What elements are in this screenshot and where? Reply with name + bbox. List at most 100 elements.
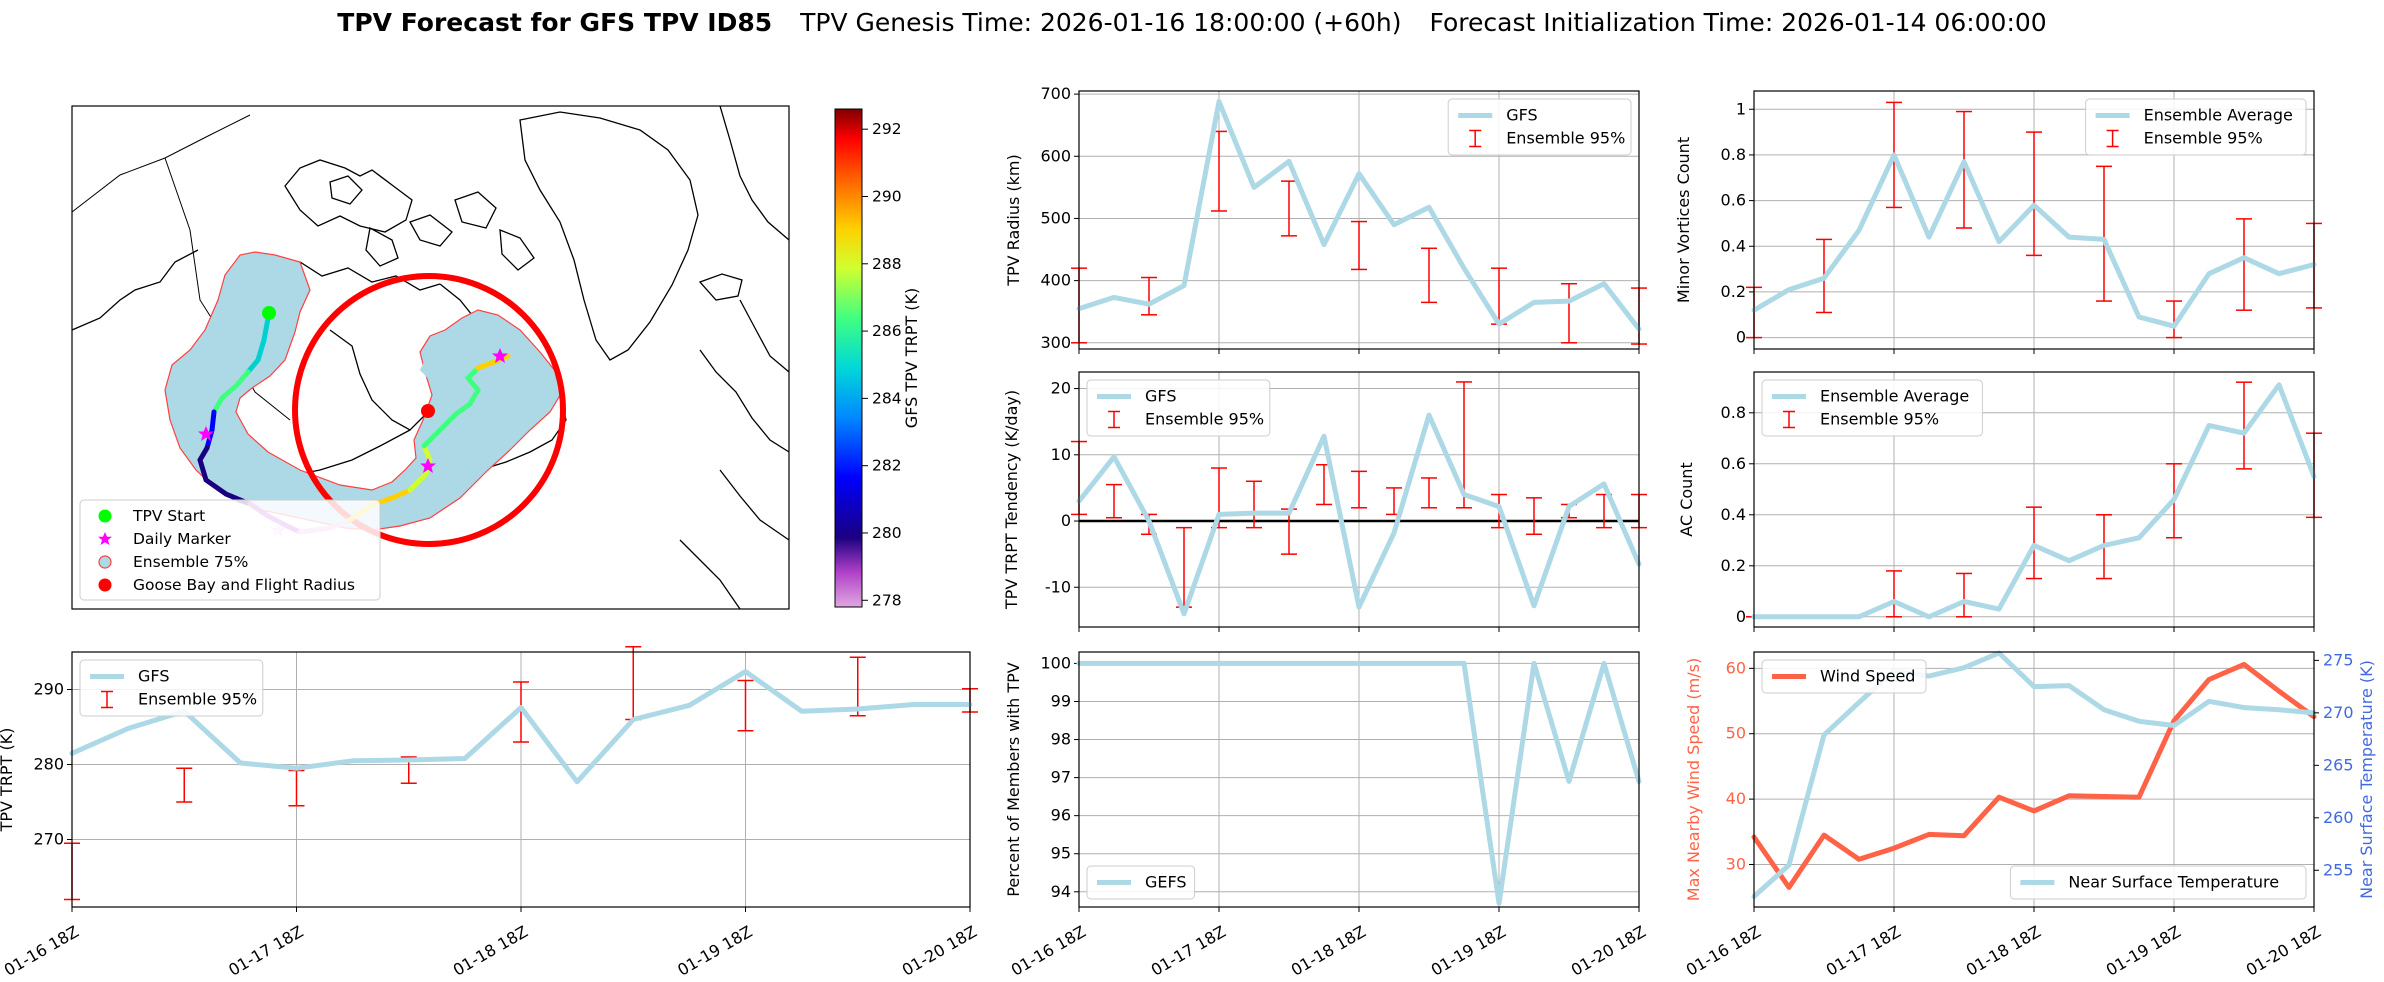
legend: Wind Speed [1761, 659, 1927, 694]
legend-label: Near Surface Temperature [2068, 873, 2279, 892]
x-tick-label: 01-19 18Z [1428, 922, 1509, 980]
colorbar-tick-label: 280 [872, 524, 902, 542]
goose-bay-marker [421, 404, 435, 418]
coast-alaska [72, 249, 199, 331]
legend-frame [1761, 659, 1927, 694]
colorbar-tick-label: 278 [872, 591, 902, 609]
y-tick-label: 95 [1051, 844, 1071, 863]
y-tick-label: 100 [1040, 653, 1071, 672]
y-tick-label: 600 [1040, 146, 1071, 165]
coast-greenland [519, 111, 699, 361]
ensemble-75-region-east [420, 326, 532, 430]
y-tick-label: 270 [33, 830, 64, 849]
series-line-ensemble-average [1751, 382, 2317, 620]
legend-frame [2085, 98, 2307, 156]
map-panel: TPV Start Daily Marker Ensemble 75% Goos… [71, 105, 790, 610]
legend-frame [2009, 865, 2307, 900]
legend-tpv-start: TPV Start [132, 507, 205, 525]
y-tick-label: 97 [1051, 768, 1071, 787]
coast-norway [739, 299, 789, 373]
legend-label: Ensemble Average [1820, 387, 1969, 406]
panel-radius: 300 400 500 600 700 TPV Radius (km) GFS Ensembl… [1004, 84, 1647, 354]
y-axis-label-right: Near Surface Temperature (K) [2357, 660, 2376, 899]
y-tick-label: 500 [1040, 208, 1071, 227]
legend-frame [1086, 865, 1196, 900]
y-tick-label: 0.2 [1721, 282, 1746, 301]
colorbar-tick-label: 288 [872, 255, 902, 273]
legend-frame [1086, 379, 1271, 437]
y-tick-label: 94 [1051, 882, 1071, 901]
x-tick-label: 01-20 18Z [1568, 922, 1649, 980]
legend: GFS Ensemble 95% [1086, 379, 1271, 437]
panel-trpt: 270 280 290 01-16 18Z 01-17 18Z 01-18 18Z 01-1… [0, 646, 980, 980]
x-tick-label: 01-18 18Z [1963, 922, 2044, 980]
series-line-ensemble-average [1751, 152, 2317, 329]
colorbar-gradient [834, 108, 863, 608]
y-tick-label: 0.8 [1721, 403, 1746, 422]
legend-label: Wind Speed [1820, 667, 1915, 686]
coast-archipelago-4 [409, 214, 453, 247]
y-tick-label: 98 [1051, 730, 1071, 749]
colorbar-tick-label: 282 [872, 457, 902, 475]
series-line-near-surface-temperature [1751, 650, 2317, 899]
panel-tendency: -10 0 10 20 TPV TRPT Tendency (K/day) GFS Ense… [1002, 371, 1647, 632]
x-tick-label: 01-18 18Z [1288, 922, 1369, 980]
map-legend: TPV Start Daily Marker Ensemble 75% Goos… [79, 499, 381, 601]
legend-label: GFS [138, 667, 169, 686]
coast-iberia [679, 539, 741, 609]
y-right-tick-label: 270 [2323, 703, 2354, 722]
legend: Ensemble Average Ensemble 95% [2085, 98, 2307, 156]
colorbar-label: GFS TPV TRPT (K) [902, 288, 921, 428]
legend: GFS Ensemble 95% [1447, 98, 1632, 156]
track-seg-3 [204, 409, 217, 451]
y-axis-label: Minor Vortices Count [1674, 137, 1693, 303]
goose-bay-flight-radius [292, 273, 566, 547]
y-tick-label: 400 [1040, 271, 1071, 290]
legend-tpv-start-icon [98, 509, 112, 523]
y-tick-label: 0.6 [1721, 454, 1746, 473]
map-frame [71, 105, 790, 610]
legend-frame [1761, 379, 1983, 437]
legend-frame [1447, 98, 1632, 156]
y-tick-label: 30 [1726, 855, 1746, 874]
y-right-tick-label: 260 [2323, 808, 2354, 827]
legend-label: GEFS [1145, 873, 1187, 892]
y-tick-label: 290 [33, 680, 64, 699]
legend-label: GFS [1145, 387, 1176, 406]
series-line-gfs [69, 669, 973, 785]
track-seg-9 [421, 401, 473, 449]
x-tick-label: 01-19 18Z [674, 922, 755, 980]
legend-label: Ensemble 95% [1506, 129, 1625, 148]
y-tick-label: 0.4 [1721, 505, 1746, 524]
title-init: Forecast Initialization Time: 2026-01-14… [1430, 8, 2047, 37]
y-tick-label: 20 [1051, 379, 1071, 398]
legend-goose-bay: Goose Bay and Flight Radius [133, 576, 355, 594]
panel-percent: 94 95 96 97 98 99 100 01-16 18Z 01-17 18Z 01-18 1… [1004, 651, 1649, 980]
coast-archipelago-6 [499, 229, 535, 271]
legend-ensemble-75-icon [98, 555, 112, 569]
daily-marker-4 [492, 348, 508, 363]
legend-label: Ensemble 95% [1145, 410, 1264, 429]
y-tick-label: 60 [1726, 658, 1746, 677]
track-seg-4 [197, 445, 253, 507]
legend-ensemble-75: Ensemble 75% [133, 553, 248, 571]
y-tick-label: 0 [1061, 511, 1071, 530]
legend: Ensemble Average Ensemble 95% [1761, 379, 1983, 437]
series-line-gefs [1076, 660, 1642, 906]
coast-svalbard-side [719, 106, 789, 241]
x-tick-label: 01-17 18Z [225, 922, 306, 980]
title-bold: TPV Forecast for GFS TPV ID85 [337, 8, 772, 37]
series-line-gfs [1076, 412, 1642, 617]
x-tick-label: 01-20 18Z [899, 922, 980, 980]
y-axis-label: Percent of Members with TPV [1004, 662, 1023, 896]
legend-frame [79, 659, 264, 717]
x-tick-label: 01-16 18Z [1, 922, 82, 980]
panel-wind_temp: 30 40 50 60 01-16 18Z 01-17 18Z 01-18 18Z 01-19… [1683, 650, 2376, 979]
y-tick-label: -10 [1045, 577, 1071, 596]
y-tick-label: 10 [1051, 445, 1071, 464]
colorbar: GFS TPV TRPT (K) 278 280 282 284 286 288 290 29… [834, 108, 921, 609]
y-right-tick-label: 275 [2323, 650, 2354, 669]
daily-marker-1 [198, 426, 214, 441]
figure-title: TPV Forecast for GFS TPV ID85 TPV Genesi… [337, 8, 2046, 37]
coast-archipelago-5 [454, 191, 497, 229]
